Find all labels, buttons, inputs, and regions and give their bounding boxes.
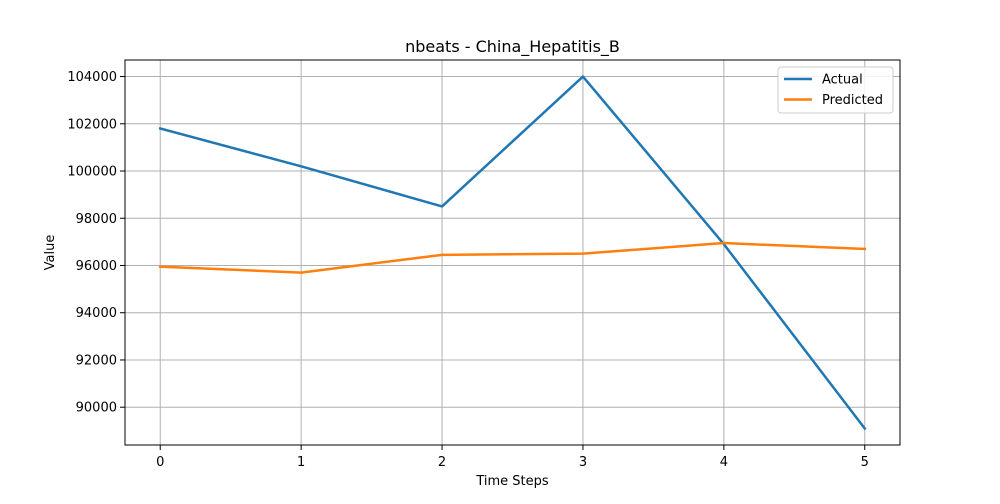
y-tick-label: 96000	[76, 259, 117, 274]
axis-ticks: 0 1 2 3 4 5 90000 92000 94000 96000 98000 100000 102…	[67, 70, 869, 470]
y-tick-label: 98000	[76, 212, 117, 227]
x-tick-label: 1	[297, 455, 305, 470]
x-tick-label: 2	[438, 455, 446, 470]
series-lines	[158, 75, 867, 431]
x-tick-label: 0	[156, 455, 164, 470]
y-tick-label: 92000	[76, 353, 117, 368]
series-line-predicted	[158, 241, 867, 274]
y-tick-label: 104000	[67, 70, 117, 85]
grid-lines	[125, 60, 900, 445]
plot-area-frame	[124, 59, 901, 446]
x-axis-title: Time Steps	[475, 474, 549, 489]
x-tick-label: 4	[720, 455, 728, 470]
y-tick-label: 94000	[76, 306, 117, 321]
y-axis-title: Value	[43, 235, 58, 271]
chart-title: nbeats - China_Hepatitis_B	[405, 37, 620, 57]
series-line-actual	[158, 75, 867, 431]
y-tick-label: 90000	[76, 401, 117, 416]
y-tick-label: 100000	[67, 165, 117, 180]
x-tick-label: 5	[861, 455, 869, 470]
legend-label-predicted: Predicted	[822, 93, 883, 108]
y-tick-label: 102000	[67, 117, 117, 132]
x-tick-label: 3	[579, 455, 587, 470]
legend: Actual Predicted	[777, 66, 894, 114]
legend-label-actual: Actual	[822, 73, 863, 88]
